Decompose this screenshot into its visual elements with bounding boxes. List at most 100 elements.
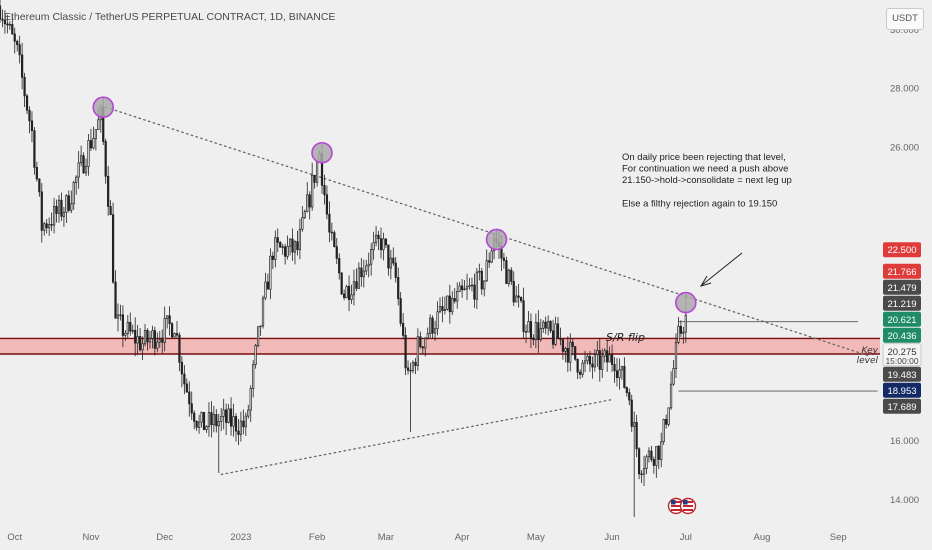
us-event-icon-canton: [671, 500, 676, 505]
candle-body: [468, 285, 471, 288]
candle: [274, 230, 277, 268]
candle-body: [129, 321, 132, 332]
candle: [30, 111, 34, 143]
candle-body: [419, 336, 422, 348]
y-tick-label: 30.000: [890, 25, 919, 36]
us-event-icon[interactable]: [667, 497, 685, 515]
x-tick-label: Jun: [604, 532, 619, 543]
candle-body: [200, 411, 203, 423]
analysis-note: On daily price been rejecting that level…: [622, 152, 792, 209]
us-event-icon[interactable]: [679, 497, 697, 515]
y-tick-label: 26.000: [890, 142, 919, 153]
candle: [679, 320, 683, 337]
candle: [414, 358, 417, 374]
candle-body: [23, 76, 26, 97]
candle-body: [249, 388, 252, 411]
candle-body: [220, 415, 223, 422]
candle: [468, 278, 471, 290]
candle-body: [11, 24, 14, 35]
candle: [195, 420, 198, 431]
candle-body: [163, 318, 166, 343]
candle-body: [601, 355, 604, 370]
candle: [254, 343, 257, 369]
candle: [461, 279, 464, 298]
candle-body: [62, 211, 66, 217]
candle-body: [55, 205, 58, 214]
candle-body: [404, 335, 407, 369]
candle-body: [210, 412, 213, 426]
price-label: 21.219: [883, 295, 921, 311]
candle: [436, 301, 439, 336]
candlesticks: [0, 0, 687, 518]
candle: [43, 221, 46, 236]
candle: [377, 230, 380, 251]
note-line: 21.150->hold->consolidate = next leg up: [622, 175, 792, 186]
candle-body: [35, 167, 38, 180]
candle: [45, 218, 48, 234]
candle-body: [620, 366, 624, 371]
candle-body: [443, 308, 447, 311]
annotations: On daily price been rejecting that level…: [606, 152, 879, 366]
candle-body: [352, 281, 356, 296]
key-level-band: [0, 338, 880, 355]
candle-body: [72, 182, 75, 205]
candle: [80, 145, 83, 167]
candle-body: [684, 314, 687, 333]
candle-body: [613, 364, 616, 372]
candle-body: [588, 355, 592, 365]
candle: [308, 191, 311, 220]
candle-body: [635, 422, 638, 450]
candle-body: [591, 363, 594, 368]
candle-body: [193, 412, 196, 422]
candle: [293, 240, 297, 265]
x-tick-label: Mar: [378, 532, 394, 543]
candle: [438, 297, 442, 314]
candle: [448, 284, 451, 324]
candle: [456, 282, 459, 309]
candle-body: [311, 174, 314, 208]
candle: [84, 158, 88, 176]
candle: [50, 212, 53, 232]
candle-body: [296, 241, 299, 251]
event-icons[interactable]: [667, 497, 697, 515]
candle-body: [379, 238, 383, 251]
candle-body: [116, 314, 120, 319]
candle-body: [637, 448, 641, 475]
candle: [532, 334, 535, 346]
candle-body: [478, 270, 481, 273]
candle: [170, 321, 174, 339]
pointer-arrow-line: [701, 252, 743, 286]
candle-body: [608, 354, 611, 363]
candle-body: [202, 411, 206, 431]
candle-body: [625, 387, 628, 393]
candle: [677, 317, 680, 345]
candle-body: [470, 284, 474, 287]
candle-body: [475, 271, 478, 300]
price-label-box: [883, 311, 921, 327]
candle: [151, 325, 154, 349]
candle-body: [146, 330, 149, 343]
candle-body: [212, 414, 215, 426]
candle: [291, 228, 294, 261]
candle: [559, 327, 562, 346]
candle-body: [389, 257, 392, 269]
currency-button[interactable]: USDT: [886, 8, 924, 30]
chart-title: Ethereum Classic / TetherUS PERPETUAL CO…: [4, 11, 336, 23]
candle: [642, 455, 646, 486]
candle-body: [195, 420, 198, 428]
candle-body: [52, 205, 56, 226]
candle-body: [438, 306, 442, 313]
candle-body: [539, 328, 542, 341]
candle-body: [338, 258, 341, 274]
price-label-box: [883, 382, 921, 398]
candle: [311, 162, 314, 211]
candle: [510, 267, 513, 286]
price-label-text: 21.479: [887, 283, 916, 294]
candle: [588, 350, 592, 372]
candle: [303, 209, 306, 220]
candle: [583, 350, 587, 373]
candle: [524, 324, 528, 344]
candle: [129, 312, 132, 336]
candle-body: [488, 260, 491, 263]
